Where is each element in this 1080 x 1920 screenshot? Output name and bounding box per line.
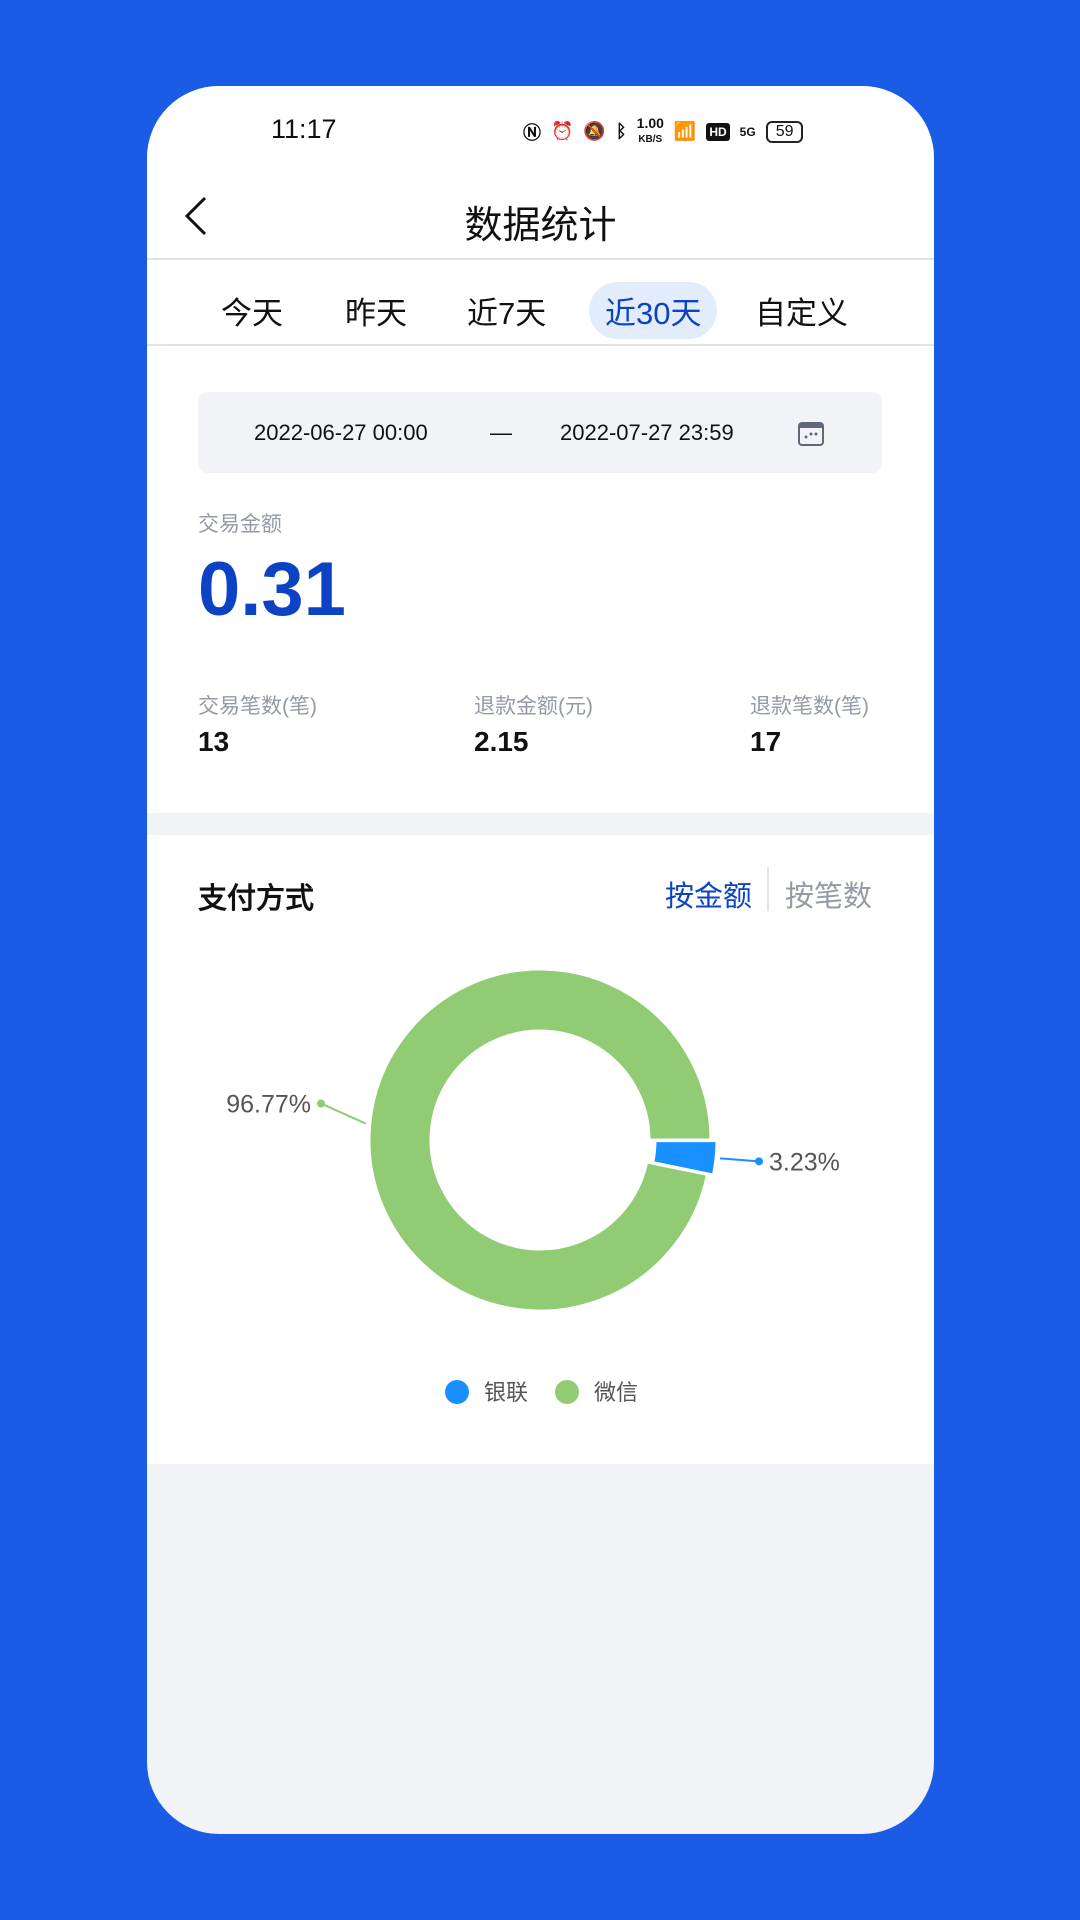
net-unit: KB/S bbox=[638, 134, 663, 145]
stat-label: 交易笔数(笔) bbox=[198, 695, 317, 718]
stat-label: 退款笔数(笔) bbox=[750, 695, 869, 718]
divider bbox=[767, 867, 769, 911]
start-date: 2022-06-27 00:00 bbox=[254, 420, 428, 445]
net-speed: 1.00 bbox=[636, 115, 664, 131]
tab-today[interactable]: 今天 bbox=[221, 296, 283, 331]
legend-label: 银联 bbox=[484, 1380, 528, 1405]
slice-label: 96.77% bbox=[226, 1091, 311, 1119]
tab-custom[interactable]: 自定义 bbox=[755, 296, 848, 331]
slice-label: 3.23% bbox=[769, 1148, 840, 1176]
leader-line bbox=[320, 1102, 367, 1125]
tab-yesterday[interactable]: 昨天 bbox=[345, 296, 407, 331]
page-title: 数据统计 bbox=[464, 205, 617, 247]
stat-value: 2.15 bbox=[474, 726, 529, 757]
alarm-icon: ⏰ bbox=[551, 121, 574, 141]
mute-icon: 🔕 bbox=[583, 121, 606, 141]
leader-dot bbox=[317, 1099, 325, 1108]
tab-30days[interactable]: 近30天 bbox=[589, 282, 718, 339]
phone-screen: 11:17 Ⓝ ⏰ 🔕 ᛒ 1.00 KB/S 📶 HD 5G 59 数据统计 今… bbox=[147, 86, 934, 1834]
amount-value: 0.31 bbox=[198, 547, 346, 632]
status-time: 11:17 bbox=[271, 114, 337, 144]
range-separator: — bbox=[490, 420, 512, 445]
payment-method-card: 支付方式 按金额 按笔数 3.23% 96.77% 银联 微信 bbox=[147, 835, 934, 1464]
mode-by-count[interactable]: 按笔数 bbox=[785, 881, 873, 913]
bluetooth-icon: ᛒ bbox=[615, 121, 627, 141]
donut-slice bbox=[367, 967, 713, 1313]
status-bar: 11:17 Ⓝ ⏰ 🔕 ᛒ 1.00 KB/S 📶 HD 5G 59 bbox=[147, 114, 934, 154]
signal-icon: 5G bbox=[739, 124, 756, 139]
summary-panel: 11:17 Ⓝ ⏰ 🔕 ᛒ 1.00 KB/S 📶 HD 5G 59 数据统计 今… bbox=[147, 86, 934, 813]
battery-icon: 59 bbox=[765, 120, 804, 143]
nav-bar: 数据统计 bbox=[147, 172, 934, 260]
stat-value: 17 bbox=[750, 726, 782, 757]
section-title: 支付方式 bbox=[198, 883, 315, 915]
leader-dot bbox=[755, 1157, 763, 1166]
stat-label: 退款金额(元) bbox=[474, 695, 593, 718]
legend-label: 微信 bbox=[594, 1380, 638, 1405]
nfc-icon: Ⓝ bbox=[523, 122, 541, 143]
end-date: 2022-07-27 23:59 bbox=[560, 420, 734, 445]
legend-marker bbox=[445, 1380, 469, 1404]
calendar-icon[interactable] bbox=[797, 419, 825, 447]
donut-chart: 3.23% 96.77% 银联 微信 bbox=[226, 967, 840, 1405]
amount-label: 交易金额 bbox=[198, 513, 282, 536]
date-range-picker[interactable]: 2022-06-27 00:00 — 2022-07-27 23:59 bbox=[198, 392, 882, 473]
chevron-left-icon bbox=[184, 196, 207, 236]
date-tabs: 今天 昨天 近7天 近30天 自定义 bbox=[147, 262, 934, 346]
mode-by-amount[interactable]: 按金额 bbox=[665, 881, 753, 913]
wifi-icon: 📶 bbox=[673, 121, 697, 141]
back-button[interactable] bbox=[177, 192, 217, 240]
tab-7days[interactable]: 近7天 bbox=[467, 296, 547, 331]
legend-marker bbox=[555, 1380, 579, 1404]
hd-icon: HD bbox=[706, 122, 730, 141]
leader-line bbox=[719, 1157, 760, 1163]
stat-value: 13 bbox=[198, 726, 230, 757]
